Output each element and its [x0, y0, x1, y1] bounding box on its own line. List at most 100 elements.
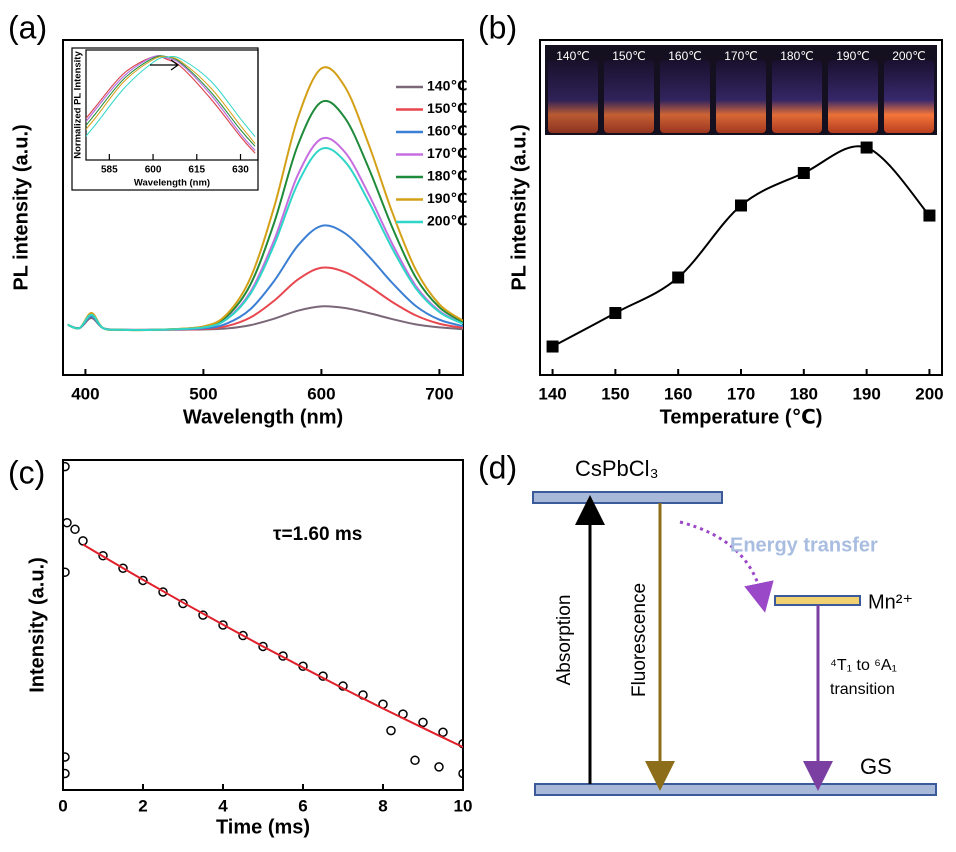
point: [218, 620, 228, 630]
photo-label: 140℃: [556, 49, 590, 63]
vial-photo: [660, 60, 710, 133]
series-line: [67, 147, 463, 332]
vial-photo: [828, 60, 878, 133]
x-tick-label: 190: [852, 384, 880, 403]
panel-label: (c): [8, 454, 45, 490]
point: [63, 567, 70, 577]
plot-area: [67, 66, 463, 332]
x-tick-label: 140: [538, 384, 566, 403]
photo-label: 190℃: [836, 49, 870, 63]
x-axis-label: Wavelength (nm): [134, 178, 210, 189]
panel-label: (b): [478, 9, 517, 45]
annotation: τ=1.60 ms: [273, 524, 362, 545]
point: [158, 587, 168, 597]
vial-photo: [716, 60, 766, 133]
series-line: [552, 145, 931, 348]
point: [672, 271, 685, 284]
chart: 400 500 600 700 Wavelength (nm) PL intensity …: [8, 9, 467, 428]
point: [410, 755, 420, 766]
photo-label: 150℃: [612, 49, 646, 63]
photo-label: 180℃: [780, 49, 814, 63]
x-tick-label: 500: [189, 384, 217, 403]
absorption-label: Absorption: [554, 595, 575, 686]
legend-label: 160℃: [427, 123, 467, 139]
mn-level: [774, 595, 861, 606]
x-axis-label: Temperature (℃): [660, 406, 823, 428]
x-tick-label: 700: [425, 384, 453, 403]
x-tick-label: 170: [727, 384, 755, 403]
photo-label: 160℃: [668, 49, 702, 63]
x-tick-label: 4: [218, 796, 228, 815]
legend-label: 190℃: [427, 190, 467, 206]
panel-label: (d): [478, 449, 517, 485]
plot-area: [552, 145, 931, 348]
x-tick-label: 615: [188, 165, 205, 176]
x-tick-label: 0: [58, 796, 67, 815]
point: [138, 575, 148, 586]
point: [609, 307, 622, 320]
x-axis-label: Time (ms): [216, 816, 310, 838]
point: [258, 641, 268, 652]
point: [63, 461, 70, 472]
legend-label: 200℃: [427, 213, 467, 229]
level-label: Mn²⁺: [868, 591, 913, 613]
point: [63, 517, 72, 528]
x-tick-label: 160: [664, 384, 692, 403]
x-axis-label: Wavelength (nm): [183, 406, 343, 428]
vial-photo: [772, 60, 822, 133]
point: [386, 725, 396, 736]
vial-photo: [884, 60, 934, 133]
point: [63, 768, 70, 779]
x-tick-label: 400: [71, 384, 99, 403]
point: [70, 524, 80, 535]
point: [735, 199, 747, 212]
energy-diagram: (d) CsPbCl₃ Energy transfer Mn²⁺ Absorpt…: [478, 449, 937, 796]
point: [238, 630, 248, 641]
y-axis-label: PL intensity (a.u.): [508, 124, 530, 290]
series-line: [86, 55, 256, 154]
point: [546, 340, 559, 353]
chart: 585 600 615 630 Wavelength (nm) Normalized PL…: [71, 47, 259, 191]
point: [118, 563, 128, 573]
photo-label: 200℃: [892, 49, 926, 63]
legend-label: 170℃: [427, 145, 467, 161]
series-line: [86, 55, 256, 137]
panel-label: (a): [8, 9, 47, 45]
fluorescence-label: Fluorescence: [629, 583, 650, 697]
axes-frame: [62, 459, 464, 791]
level-label: GS: [860, 754, 892, 779]
transition-label: transition: [830, 681, 895, 698]
y-axis-label: Intensity (a.u.): [26, 557, 48, 693]
series-line: [82, 543, 463, 749]
x-tick-label: 600: [307, 384, 335, 403]
energy-transfer-label: Energy transfer: [730, 534, 878, 556]
vial-photo: [548, 60, 598, 133]
chart: 140℃ 150℃ 160℃ 170℃ 180℃ 190℃ 200℃ 140 150 160 170…: [478, 9, 944, 428]
x-tick-label: 585: [101, 165, 118, 176]
point: [78, 536, 88, 546]
point: [458, 739, 463, 749]
photo-label: 170℃: [724, 49, 758, 63]
x-tick-label: 10: [454, 796, 473, 815]
legend-label: 150℃: [427, 100, 467, 116]
x-tick-label: 600: [145, 165, 162, 176]
point: [797, 166, 810, 179]
point: [860, 141, 873, 154]
transition-label: ⁴T₁ to ⁶A₁: [830, 657, 897, 674]
shift-arrow: [150, 59, 180, 71]
x-tick-label: 8: [378, 796, 387, 815]
vial-photo: [604, 60, 654, 133]
y-axis-label: PL intensity (a.u.): [10, 124, 32, 290]
point: [98, 550, 108, 561]
cspbcl3-level: [532, 491, 723, 504]
plot-area: [86, 55, 256, 154]
point: [923, 209, 936, 222]
ground-level: [534, 783, 937, 796]
x-tick-label: 150: [601, 384, 629, 403]
point: [63, 752, 70, 762]
plot-area: [63, 461, 463, 779]
level-label: CsPbCl₃: [575, 456, 659, 481]
chart: 0 2 4 6 8 10 Time (ms) Intensity (a.u.) (c) τ=1.6…: [8, 454, 472, 838]
x-tick-label: 6: [298, 796, 307, 815]
